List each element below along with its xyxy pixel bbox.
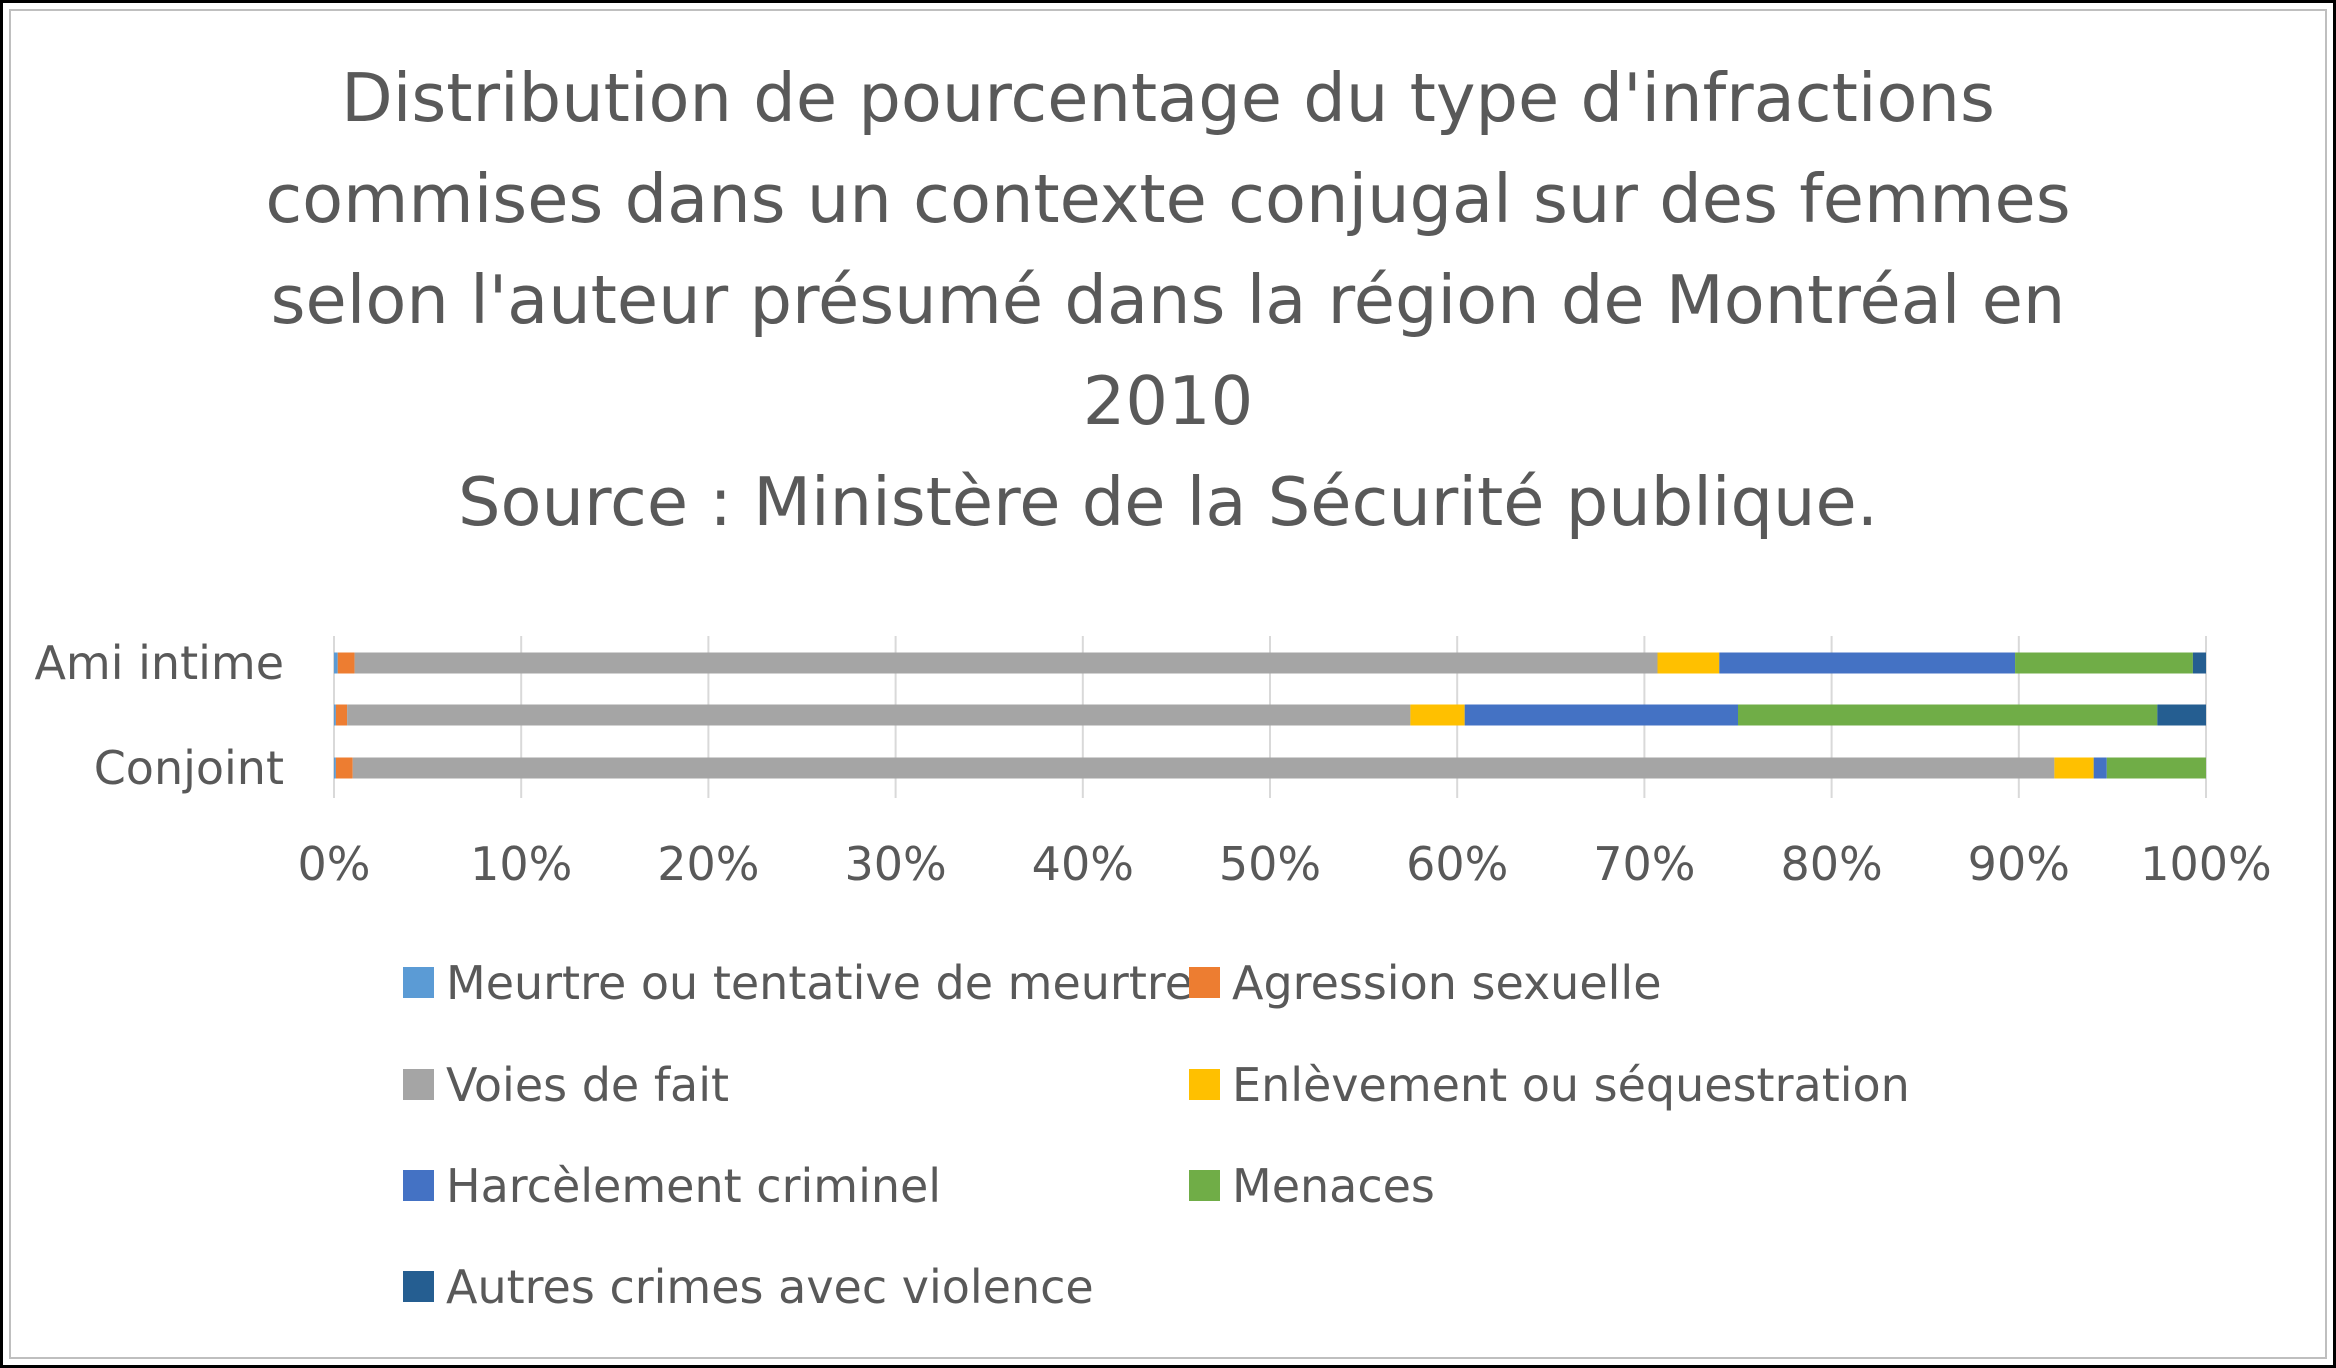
- legend-label: Voies de fait: [446, 1058, 729, 1112]
- legend-swatch: [403, 1271, 434, 1302]
- bar-segment: [2093, 757, 2107, 779]
- x-tick-label: 100%: [2140, 837, 2272, 891]
- bar-segment: [2192, 652, 2206, 674]
- title-line: 2010: [1082, 362, 1254, 440]
- bar-segment: [1738, 704, 2158, 726]
- category-label: Ami intime: [34, 636, 284, 690]
- bar-segment: [335, 704, 348, 726]
- bar-segment: [347, 704, 1411, 726]
- bar-segment: [335, 757, 353, 779]
- x-tick-label: 40%: [1032, 837, 1134, 891]
- legend-label: Harcèlement criminel: [446, 1159, 941, 1213]
- bars: [334, 652, 2206, 779]
- title-line: selon l'auteur présumé dans la région de…: [270, 261, 2066, 339]
- x-tick-label: 0%: [298, 837, 371, 891]
- bar-segment: [334, 704, 336, 726]
- legend-swatch: [403, 1170, 434, 1201]
- bar-segment: [354, 652, 1658, 674]
- x-tick-label: 30%: [844, 837, 946, 891]
- bar-segment: [2157, 704, 2206, 726]
- legend: Meurtre ou tentative de meurtre Agression…: [403, 956, 1910, 1314]
- chart-title: Distribution de pourcentage du type d'in…: [0, 48, 2336, 553]
- x-tick-label: 50%: [1219, 837, 1321, 891]
- x-tick-label: 70%: [1593, 837, 1695, 891]
- x-tick-label: 80%: [1780, 837, 1882, 891]
- bar-segment: [2015, 652, 2193, 674]
- bar-segment: [1657, 652, 1720, 674]
- legend-swatch: [1189, 1170, 1220, 1201]
- legend-swatch: [403, 1069, 434, 1100]
- legend-label: Agression sexuelle: [1232, 956, 1662, 1010]
- category-label: Conjoint: [94, 741, 284, 795]
- legend-label: Meurtre ou tentative de meurtre: [446, 956, 1193, 1010]
- bar-segment: [334, 652, 338, 674]
- bar-segment: [2106, 757, 2206, 779]
- legend-swatch: [1189, 1069, 1220, 1100]
- x-tick-label: 20%: [657, 837, 759, 891]
- x-tick-label: 10%: [470, 837, 572, 891]
- bar-segment: [334, 757, 336, 779]
- bar-segment: [337, 652, 355, 674]
- chart-area-border: [9, 9, 2327, 1359]
- bar-segment: [1719, 652, 2016, 674]
- title-line: Source : Ministère de la Sécurité publiq…: [457, 463, 1879, 541]
- x-tick-labels: 0% 10% 20% 30% 40% 50% 60% 70% 80% 90% 100%: [298, 837, 2272, 891]
- bar-segment: [352, 757, 2055, 779]
- legend-swatch: [403, 967, 434, 998]
- x-tick-label: 60%: [1406, 837, 1508, 891]
- bar-segment: [2054, 757, 2094, 779]
- x-tick-label: 90%: [1968, 837, 2070, 891]
- bar-segment: [1464, 704, 1738, 726]
- legend-label: Autres crimes avec violence: [446, 1260, 1094, 1314]
- legend-label: Menaces: [1232, 1159, 1435, 1213]
- bar-segment: [1410, 704, 1465, 726]
- legend-swatch: [1189, 967, 1220, 998]
- title-line: Distribution de pourcentage du type d'in…: [341, 59, 1995, 137]
- category-labels: Ami intime Conjoint: [34, 636, 284, 795]
- legend-label: Enlèvement ou séquestration: [1232, 1058, 1910, 1112]
- title-line: commises dans un contexte conjugal sur d…: [265, 160, 2071, 238]
